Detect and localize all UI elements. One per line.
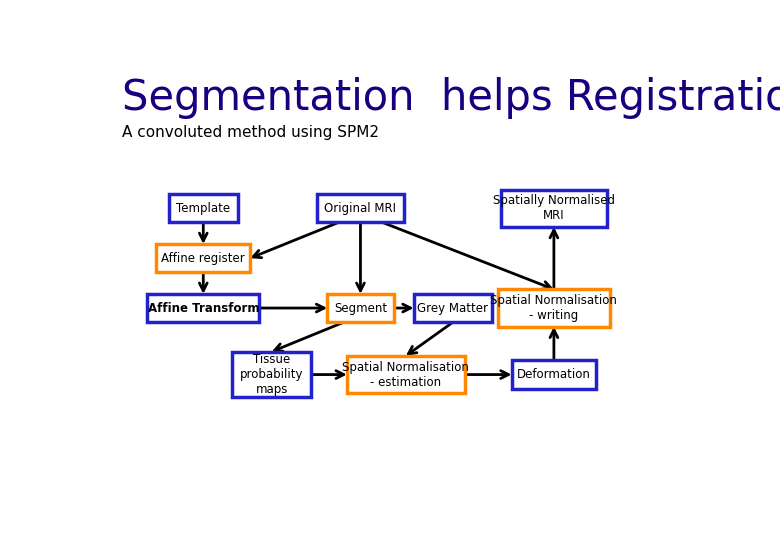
Text: Tissue
probability
maps: Tissue probability maps bbox=[239, 353, 303, 396]
Text: Segmentation  helps Registration: Segmentation helps Registration bbox=[122, 77, 780, 119]
Text: Spatial Normalisation
- writing: Spatial Normalisation - writing bbox=[491, 294, 617, 322]
Text: A convoluted method using SPM2: A convoluted method using SPM2 bbox=[122, 125, 378, 140]
FancyBboxPatch shape bbox=[328, 294, 394, 322]
Text: Template: Template bbox=[176, 202, 230, 215]
FancyBboxPatch shape bbox=[168, 194, 238, 222]
FancyBboxPatch shape bbox=[157, 244, 250, 272]
Text: Deformation: Deformation bbox=[517, 368, 590, 381]
Text: Original MRI: Original MRI bbox=[324, 202, 396, 215]
Text: Segment: Segment bbox=[334, 301, 387, 314]
FancyBboxPatch shape bbox=[317, 194, 404, 222]
FancyBboxPatch shape bbox=[512, 360, 596, 389]
FancyBboxPatch shape bbox=[232, 352, 311, 397]
FancyBboxPatch shape bbox=[147, 294, 259, 322]
FancyBboxPatch shape bbox=[498, 289, 610, 327]
FancyBboxPatch shape bbox=[347, 356, 465, 393]
Text: Affine register: Affine register bbox=[161, 252, 245, 265]
Text: Grey Matter: Grey Matter bbox=[417, 301, 488, 314]
Text: Affine Transform: Affine Transform bbox=[147, 301, 259, 314]
Text: Spatially Normalised
MRI: Spatially Normalised MRI bbox=[493, 194, 615, 222]
Text: Spatial Normalisation
- estimation: Spatial Normalisation - estimation bbox=[342, 361, 470, 389]
FancyBboxPatch shape bbox=[413, 294, 492, 322]
FancyBboxPatch shape bbox=[501, 190, 607, 227]
